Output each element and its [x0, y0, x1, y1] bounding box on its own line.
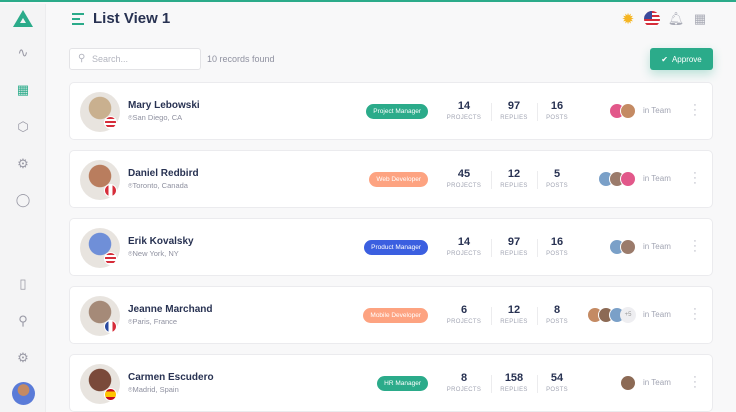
activity-icon[interactable]: ∿: [17, 45, 29, 60]
divider: [491, 307, 492, 325]
more-options-icon[interactable]: · · ·: [693, 235, 697, 257]
logo[interactable]: [13, 10, 33, 27]
user-avatar[interactable]: [12, 382, 35, 405]
sun-icon[interactable]: ✹: [621, 11, 635, 28]
approve-button[interactable]: ✔ Approve: [650, 48, 713, 70]
stat-projects: 8 PROJECTS: [446, 372, 482, 393]
stat-posts: 5 POSTS: [546, 168, 568, 189]
user-location: ⌾New York, NY: [128, 249, 179, 258]
list-item[interactable]: Daniel Redbird ⌾Toronto, Canada Web Deve…: [69, 150, 713, 208]
apps-grid-icon[interactable]: ▦: [693, 11, 707, 26]
cog-icon[interactable]: ⚙: [17, 156, 29, 171]
stat-posts: 16 POSTS: [546, 236, 568, 257]
location-pin-icon: ⌾: [128, 113, 133, 122]
team-avatars[interactable]: [620, 375, 636, 391]
user-name[interactable]: Jeanne Marchand: [128, 304, 213, 315]
more-members[interactable]: +5: [620, 307, 636, 323]
divider: [537, 307, 538, 325]
divider: [491, 171, 492, 189]
search-icon: ⚲: [78, 53, 86, 64]
stat-projects: 45 PROJECTS: [446, 168, 482, 189]
settings-icon[interactable]: ⚙: [17, 350, 29, 365]
team-avatars[interactable]: [598, 171, 636, 187]
in-team-label: in Team: [643, 242, 671, 251]
grid-icon[interactable]: ▦: [16, 82, 30, 97]
more-options-icon[interactable]: · · ·: [693, 167, 697, 189]
list-item[interactable]: Jeanne Marchand ⌾Paris, France Mobile De…: [69, 286, 713, 344]
role-badge: HR Manager: [377, 376, 428, 391]
in-team-label: in Team: [643, 310, 671, 319]
user-name[interactable]: Carmen Escudero: [128, 372, 214, 383]
in-team-label: in Team: [643, 378, 671, 387]
stat-posts: 54 POSTS: [546, 372, 568, 393]
stat-posts: 8 POSTS: [546, 304, 568, 325]
location-pin-icon: ⌾: [128, 249, 133, 258]
list-item[interactable]: Carmen Escudero ⌾Madrid, Spain HR Manage…: [69, 354, 713, 412]
divider: [537, 171, 538, 189]
stat-replies: 12 REPLIES: [500, 304, 528, 325]
divider: [491, 239, 492, 257]
stat-projects: 14 PROJECTS: [446, 100, 482, 121]
team-avatars[interactable]: +5: [587, 307, 636, 323]
team-avatars[interactable]: [609, 239, 636, 255]
team-member-avatar[interactable]: [620, 375, 636, 391]
divider: [537, 103, 538, 121]
user-name[interactable]: Mary Lebowski: [128, 100, 200, 111]
team-avatars[interactable]: [609, 103, 636, 119]
location-pin-icon: ⌾: [128, 181, 133, 190]
more-options-icon[interactable]: · · ·: [693, 99, 697, 121]
canada-flag-icon: [104, 184, 117, 197]
user-location: ⌾San Diego, CA: [128, 113, 183, 122]
role-badge: Mobile Developer: [363, 308, 428, 323]
team-member-avatar[interactable]: [620, 171, 636, 187]
sidebar-toggle-icon[interactable]: ▯: [19, 276, 27, 291]
user-location: ⌾Toronto, Canada: [128, 181, 188, 190]
divider: [491, 103, 492, 121]
stat-posts: 16 POSTS: [546, 100, 568, 121]
user-location: ⌾Madrid, Spain: [128, 385, 179, 394]
more-options-icon[interactable]: · · ·: [693, 371, 697, 393]
france-flag-icon: [104, 320, 117, 333]
location-pin-icon: ⌾: [128, 317, 133, 326]
bell-icon[interactable]: 🔔︎: [667, 11, 685, 26]
search-input[interactable]: ⚲ Search...: [69, 48, 201, 70]
usa-flag-icon: [104, 116, 117, 129]
in-team-label: in Team: [643, 106, 671, 115]
us-flag-icon[interactable]: [644, 11, 660, 27]
role-badge: Product Manager: [364, 240, 428, 255]
page-title: List View 1: [93, 10, 171, 27]
chat-icon[interactable]: ◯: [15, 192, 31, 207]
stat-replies: 12 REPLIES: [500, 168, 528, 189]
check-icon: ✔: [661, 54, 668, 64]
search-icon[interactable]: ⚲: [18, 313, 28, 328]
location-pin-icon: ⌾: [128, 385, 133, 394]
usa-flag-icon: [104, 252, 117, 265]
list-item[interactable]: Mary Lebowski ⌾San Diego, CA Project Man…: [69, 82, 713, 140]
sidebar: ∿ ▦ ⬡ ⚙ ◯ ▯ ⚲ ⚙: [0, 4, 46, 412]
menu-icon[interactable]: [72, 13, 84, 28]
in-team-label: in Team: [643, 174, 671, 183]
stat-replies: 97 REPLIES: [500, 236, 528, 257]
records-count: 10 records found: [207, 54, 275, 64]
stat-projects: 14 PROJECTS: [446, 236, 482, 257]
role-badge: Project Manager: [366, 104, 428, 119]
stat-replies: 158 REPLIES: [500, 372, 528, 393]
team-member-avatar[interactable]: [620, 239, 636, 255]
stat-replies: 97 REPLIES: [500, 100, 528, 121]
divider: [537, 375, 538, 393]
divider: [537, 239, 538, 257]
user-location: ⌾Paris, France: [128, 317, 178, 326]
more-options-icon[interactable]: · · ·: [693, 303, 697, 325]
role-badge: Web Developer: [369, 172, 428, 187]
divider: [491, 375, 492, 393]
stat-projects: 6 PROJECTS: [446, 304, 482, 325]
user-name[interactable]: Daniel Redbird: [128, 168, 199, 179]
cube-icon[interactable]: ⬡: [17, 119, 29, 134]
team-member-avatar[interactable]: [620, 103, 636, 119]
list-item[interactable]: Erik Kovalsky ⌾New York, NY Product Mana…: [69, 218, 713, 276]
user-name[interactable]: Erik Kovalsky: [128, 236, 194, 247]
spain-flag-icon: [104, 388, 117, 401]
